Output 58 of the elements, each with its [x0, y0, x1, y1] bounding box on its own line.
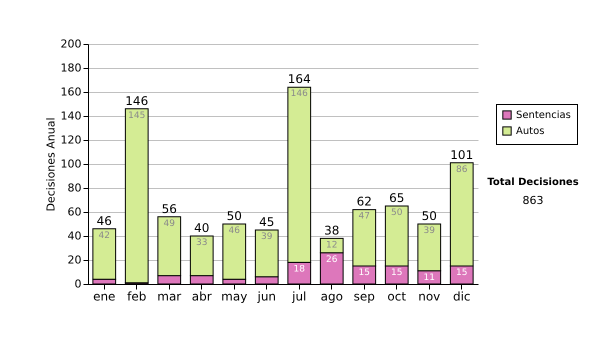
total-label: 45: [259, 215, 274, 229]
data-label: 39: [424, 226, 436, 236]
total-label: 65: [389, 191, 404, 205]
data-label: 39: [261, 232, 273, 242]
data-label: 12: [326, 240, 338, 250]
x-tick-label: oct: [387, 290, 406, 304]
total-label: 50: [226, 209, 242, 223]
data-label: 47: [358, 212, 370, 222]
total-label: 50: [422, 209, 437, 223]
total-label: 164: [288, 72, 311, 86]
x-tick-label: may: [221, 290, 248, 304]
y-tick-label: 140: [60, 110, 82, 122]
x-tick-label: feb: [127, 290, 146, 304]
text: 863: [522, 194, 544, 207]
data-label: 46: [228, 226, 240, 236]
total-label: 38: [324, 223, 340, 238]
y-tick-label: 80: [68, 182, 82, 194]
y-tick-label: 200: [60, 38, 82, 50]
text: Total Decisiones: [487, 177, 579, 188]
data-label: 15: [358, 268, 370, 278]
data-label: 49: [164, 218, 176, 229]
data-label: 86: [456, 164, 468, 175]
total-label: 101: [450, 148, 474, 162]
data-label: 15: [391, 268, 402, 278]
y-axis-title: Decisiones Anual: [44, 117, 58, 212]
legend-label: Sentencias: [516, 110, 571, 121]
data-label: 33: [196, 238, 208, 248]
total-label: 46: [96, 214, 112, 228]
data-label: 18: [294, 264, 306, 274]
total-label: 146: [125, 94, 148, 108]
y-tick-label: 120: [60, 134, 82, 146]
x-tick-label: sep: [354, 290, 375, 304]
data-label: 42: [98, 230, 110, 241]
total-label: 62: [356, 194, 372, 209]
legend-label: Autos: [516, 126, 544, 137]
x-tick-label: jun: [256, 290, 276, 304]
data-label: 15: [456, 268, 468, 278]
data-label: 26: [326, 254, 338, 265]
x-tick-label: dic: [452, 290, 471, 304]
x-tick-label: nov: [418, 290, 440, 304]
total-label: 40: [194, 221, 210, 235]
x-tick-label: mar: [157, 290, 182, 304]
y-tick-label: 180: [60, 62, 82, 74]
y-tick-label: 100: [60, 158, 82, 170]
y-tick-label: 160: [60, 86, 82, 98]
y-tick-label: 60: [68, 206, 82, 218]
x-tick-label: ago: [320, 290, 343, 304]
y-tick-label: 40: [68, 230, 82, 242]
data-label: 146: [290, 89, 308, 100]
total-label: 56: [162, 202, 177, 216]
data-label: 11: [424, 272, 435, 283]
x-tick-label: ene: [93, 290, 116, 304]
x-tick-label: jul: [291, 290, 306, 304]
data-label: 50: [391, 208, 403, 218]
y-tick-label: 20: [68, 254, 82, 266]
x-tick-label: abr: [192, 290, 212, 304]
data-label: 145: [128, 110, 146, 121]
y-tick-label: 0: [74, 278, 82, 290]
